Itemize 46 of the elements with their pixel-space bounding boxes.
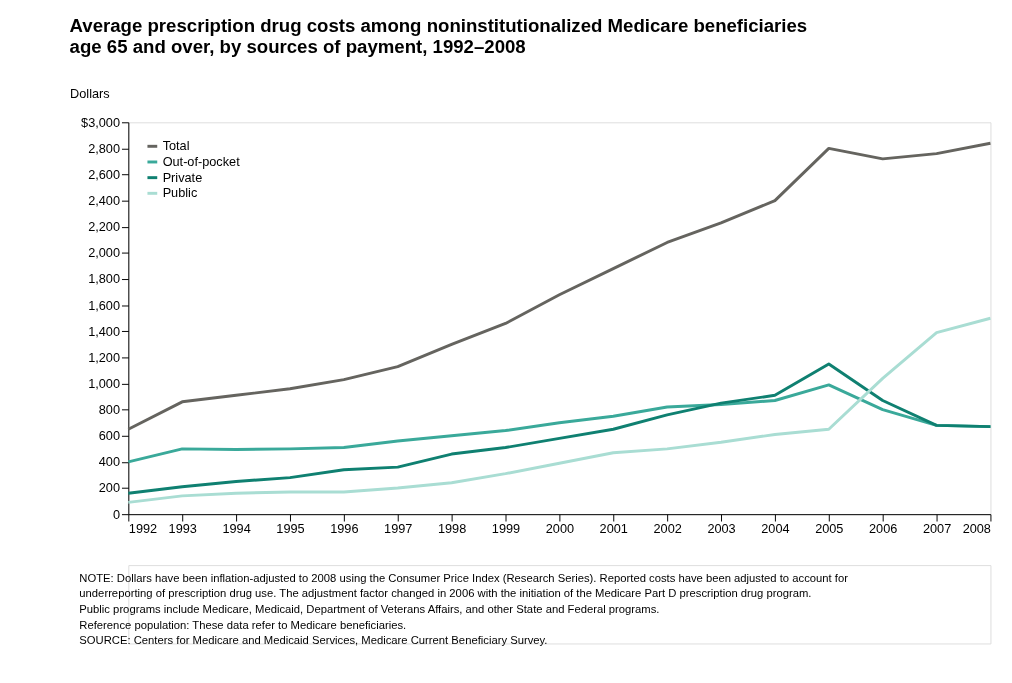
source-note: SOURCE: Centers for Medicare and Medicaid Services, Medicare Current Beneficiary Survey. (79, 634, 548, 647)
y-tick-label: 1,000 (88, 375, 121, 391)
x-tick-label: 1995 (276, 521, 305, 537)
x-tick-label: 2000 (545, 521, 575, 537)
y-tick-label: 1,200 (88, 349, 121, 365)
x-tick-label: 1994 (222, 521, 251, 537)
line-series (126, 362, 992, 495)
text: Average prescription drug costs among noninstitutionalized Medicare beneficiaries (69, 15, 808, 37)
x-tick-label: 2003 (707, 521, 736, 537)
text: NOTE: Dollars have been inflation-adjusted to 2008 using the Consumer Price Index (Research Series). Reported costs have been adjusted to account for underreporting of prescription drug use. The adjustment factor changed in 2006 with the initiation of the Medicare Part D prescription drug program. Public programs include Medicare, Medicaid, Department of Veterans Affairs, and other State and Federal programs. (79, 571, 849, 616)
x-tick-label: 2007 (922, 521, 952, 537)
text: age 65 and over, by sources of payment, 1992–2008 (69, 35, 526, 57)
x-tick-label: 2001 (599, 521, 628, 537)
x-tick-label: 1992 (128, 521, 158, 537)
x-tick-label: 2006 (869, 521, 898, 537)
x-tick-label: 1998 (437, 521, 467, 537)
y-tick-label: 0 (112, 506, 121, 522)
y-tick-label: 1,600 (88, 297, 121, 313)
x-tick-label: 2002 (653, 521, 682, 537)
x-tick-label: 2005 (815, 521, 844, 537)
text: Reference population: These data refer to Medicare beneficiaries. (79, 618, 407, 631)
y-tick-label: 600 (98, 428, 121, 444)
line-series (126, 141, 992, 431)
y-tick-label: 2,200 (88, 219, 121, 235)
x-tick-label: 1996 (330, 521, 359, 537)
y-tick-label: 2,800 (88, 140, 121, 156)
y-tick-label: 2,600 (88, 166, 121, 182)
x-tick-label: 1993 (168, 521, 197, 537)
x-tick-label: 2004 (761, 521, 790, 537)
legend-label: Public (162, 185, 198, 201)
legend-label: Private (162, 169, 203, 185)
y-tick-label: 200 (98, 480, 121, 496)
x-tick-label: 1999 (491, 521, 521, 537)
y-tick-label: 2,000 (88, 245, 121, 261)
y-axis-title: Dollars (70, 86, 110, 102)
legend-label: Out-of-pocket (162, 153, 241, 169)
y-tick-label: 2,400 (88, 193, 121, 209)
legend-label: Total (162, 138, 190, 154)
x-tick-label: 1997 (384, 521, 413, 537)
y-tick-label: 400 (98, 454, 121, 470)
x-tick-label: 2008 (962, 521, 991, 537)
y-tick-label: 1,800 (88, 271, 121, 287)
y-tick-label: 1,400 (88, 323, 121, 339)
y-tick-label: 800 (98, 402, 121, 418)
line-series (126, 316, 992, 504)
y-tick-label: $3,000 (81, 114, 121, 130)
